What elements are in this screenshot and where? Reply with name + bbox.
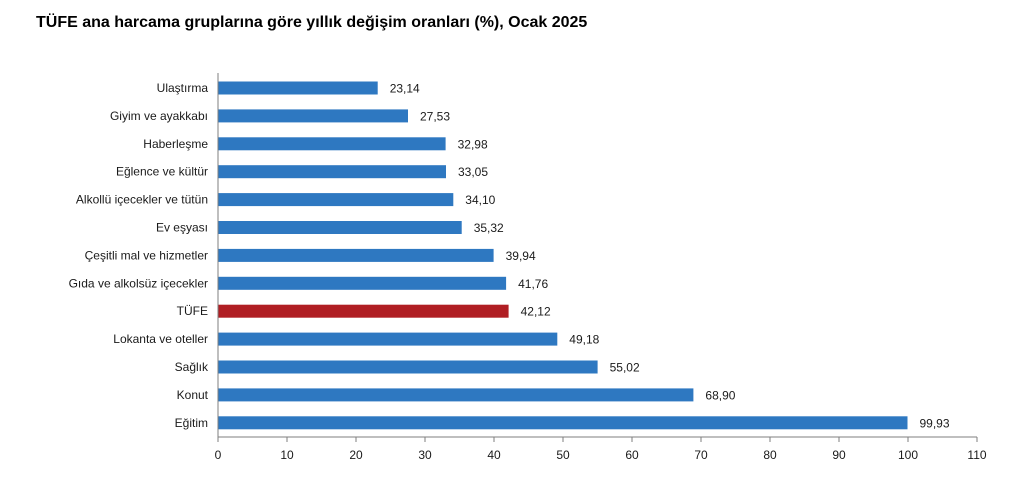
x-tick-label: 80: [763, 448, 777, 462]
category-label: Gıda ve alkolsüz içecekler: [69, 276, 208, 290]
x-tick-label: 60: [625, 448, 639, 462]
x-tick-label: 70: [694, 448, 708, 462]
category-label: Alkollü içecekler ve tütün: [76, 193, 208, 207]
x-tick-label: 40: [487, 448, 501, 462]
category-labels: Ulaştırma Giyim ve ayakkabı Haberleşme Eğle…: [69, 81, 209, 430]
value-label: 34,10: [465, 193, 495, 207]
bar-4: [218, 193, 454, 207]
bar-9: [218, 332, 558, 346]
category-label: Ulaştırma: [157, 81, 209, 95]
x-axis: 0 10 20 30 40 50 60 70 80 90 100 110: [215, 73, 987, 462]
x-tick-label: 50: [556, 448, 570, 462]
x-tick-label: 100: [898, 448, 918, 462]
value-label: 68,90: [705, 388, 735, 402]
bar-5: [218, 221, 462, 234]
bar-10: [218, 360, 598, 374]
value-label: 99,93: [920, 416, 950, 430]
value-label: 32,98: [458, 137, 488, 151]
chart-title: TÜFE ana harcama gruplarına göre yıllık …: [36, 14, 588, 31]
value-label: 39,94: [506, 249, 536, 263]
bar-12: [218, 416, 908, 430]
value-label: 23,14: [390, 82, 420, 96]
value-label: 41,76: [518, 277, 548, 291]
bar-8: [218, 304, 509, 318]
category-label: Eğitim: [175, 416, 208, 430]
value-label: 55,02: [610, 361, 640, 375]
category-label: Ev eşyası: [156, 221, 208, 235]
bar-6: [218, 248, 494, 262]
x-tick-label: 110: [967, 448, 986, 462]
x-tick-label: 0: [215, 448, 222, 462]
bar-2: [218, 137, 446, 151]
value-label: 42,12: [521, 305, 551, 319]
x-tick-label: 10: [280, 448, 294, 462]
value-label: 33,05: [458, 165, 488, 179]
value-label: 27,53: [420, 109, 450, 123]
category-label: Çeşitli mal ve hizmetler: [85, 248, 208, 262]
bar-3: [218, 165, 446, 179]
category-label: Eğlence ve kültür: [116, 165, 208, 179]
category-label: TÜFE: [177, 304, 208, 318]
x-tick-label: 20: [349, 448, 363, 462]
bar-7: [218, 276, 507, 290]
category-label: Lokanta ve oteller: [113, 332, 208, 346]
category-label: Sağlık: [175, 360, 209, 374]
x-tick-label: 90: [832, 448, 846, 462]
value-label: 49,18: [569, 333, 599, 347]
category-label: Haberleşme: [143, 137, 208, 151]
bar-1: [218, 109, 408, 123]
bars-layer: [218, 81, 908, 430]
category-label: Giyim ve ayakkabı: [110, 109, 208, 123]
category-label: Konut: [177, 388, 209, 402]
bar-11: [218, 388, 694, 402]
value-label: 35,32: [474, 221, 504, 235]
bar-0: [218, 81, 378, 95]
x-tick-label: 30: [418, 448, 432, 462]
